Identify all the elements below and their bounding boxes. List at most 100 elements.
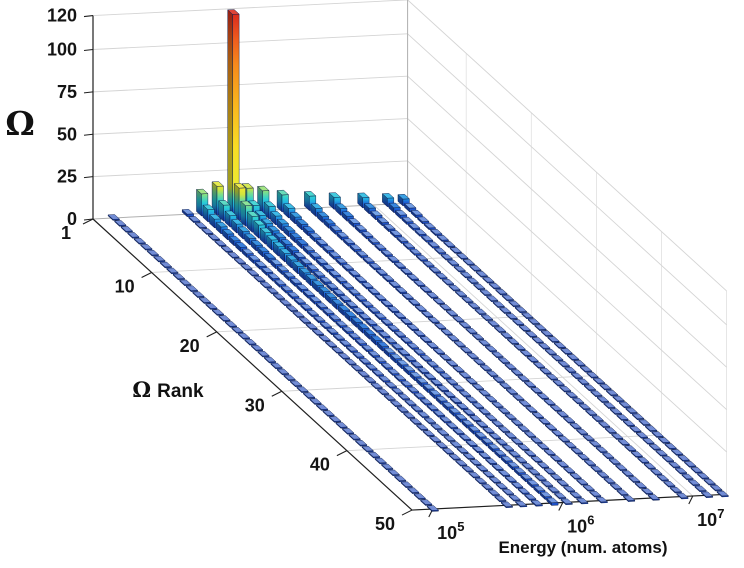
- bar: [305, 323, 318, 330]
- bar: [452, 428, 465, 436]
- bar: [198, 297, 211, 304]
- bar: [504, 476, 517, 483]
- grid-line-floor-energy: [373, 204, 694, 497]
- bar: [225, 321, 237, 328]
- bar-face: [591, 415, 604, 421]
- bar: [372, 369, 384, 377]
- bar: [630, 451, 643, 458]
- bar-face: [547, 486, 560, 493]
- bar-face: [596, 396, 609, 402]
- bar-face: [491, 420, 504, 426]
- bar-face: [409, 418, 422, 424]
- bar-face: [645, 425, 658, 431]
- bar: [524, 381, 537, 388]
- bar-face: [296, 219, 309, 225]
- bar: [120, 226, 133, 233]
- bar: [576, 479, 589, 486]
- bar-face: [429, 266, 441, 273]
- bar: [513, 344, 526, 351]
- bar-face: [612, 395, 625, 402]
- bar-face: [455, 413, 468, 420]
- bar: [538, 418, 551, 425]
- bar-face: [416, 377, 429, 384]
- bar-face: [283, 203, 296, 209]
- bar-face: [367, 288, 380, 294]
- bar: [701, 491, 714, 498]
- grid-line-wall-z: [407, 0, 727, 292]
- bar-face: [201, 228, 214, 234]
- bar: [485, 458, 498, 465]
- bar: [533, 362, 546, 369]
- bar: [387, 368, 400, 376]
- bar-face: [476, 421, 489, 427]
- bar: [172, 273, 185, 281]
- bar-face: [257, 350, 270, 357]
- bar: [450, 397, 462, 405]
- bar: [413, 330, 426, 337]
- bar-face: [283, 271, 296, 278]
- bar-face: [394, 312, 406, 318]
- bar: [473, 358, 486, 366]
- bar-face: [448, 454, 461, 460]
- bar-face: [335, 203, 348, 209]
- bar: [410, 361, 423, 369]
- bar-face: [606, 389, 618, 396]
- bar: [517, 375, 530, 382]
- bar-face: [394, 475, 407, 481]
- bar-face: [578, 403, 591, 410]
- bar: [382, 275, 395, 283]
- bar: [598, 421, 611, 428]
- bar-face: [244, 339, 257, 345]
- bar: [547, 486, 560, 494]
- bar-face: [266, 287, 279, 294]
- bar-face: [354, 294, 367, 301]
- bar-face: [559, 385, 572, 392]
- bar-face: [400, 268, 413, 274]
- bar-face: [468, 302, 481, 309]
- bar-face: [374, 294, 387, 300]
- bar-face: [257, 246, 270, 253]
- bar: [547, 336, 560, 343]
- bar-face: [524, 431, 537, 437]
- bar-face: [416, 424, 429, 430]
- bar-face: [292, 311, 305, 317]
- bar: [611, 433, 624, 440]
- bar-face: [688, 479, 701, 486]
- rank-axis-line: [92, 218, 413, 511]
- bar-face: [636, 432, 648, 438]
- bar-face: [355, 338, 367, 345]
- bar-face: [476, 465, 489, 471]
- bar: [201, 228, 214, 235]
- bar: [447, 335, 460, 342]
- bar: [478, 452, 491, 459]
- bar-face: [426, 404, 439, 410]
- bars-group: [107, 9, 729, 512]
- bar-face: [385, 381, 397, 388]
- bar-face: [439, 416, 452, 422]
- bar-face: [492, 301, 505, 307]
- bar-face: [382, 275, 395, 281]
- bar-face: [630, 451, 643, 457]
- bar-face: [643, 463, 656, 469]
- bar-face: [397, 349, 410, 355]
- bar: [387, 324, 400, 332]
- bar: [413, 493, 426, 500]
- bar-face: [244, 233, 257, 239]
- bar-face: [413, 280, 426, 286]
- bar-face: [524, 381, 537, 387]
- bar-face: [313, 315, 326, 322]
- bar-face: [376, 217, 389, 223]
- bar: [335, 422, 348, 429]
- bar-face: [485, 395, 498, 402]
- bar-face: [367, 237, 380, 244]
- bar: [309, 232, 322, 242]
- bar-face: [694, 485, 707, 492]
- bar: [465, 396, 478, 404]
- bar: [606, 389, 618, 397]
- bar-face: [442, 279, 454, 285]
- bar: [584, 459, 596, 467]
- bar-face: [396, 236, 409, 242]
- grid-line-wall-z: [407, 160, 727, 453]
- bar: [439, 304, 452, 311]
- bar: [276, 218, 289, 231]
